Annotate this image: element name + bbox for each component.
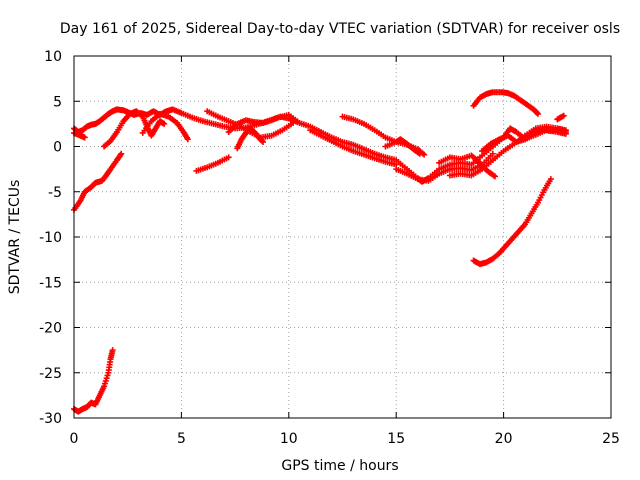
series-track-s [479,126,569,155]
x-tick-label: 20 [495,431,513,447]
series-track-h [204,108,297,141]
data-point [534,110,541,117]
x-axis-title: GPS time / hours [281,458,398,474]
x-tick-label: 10 [280,431,298,447]
x-axis: 0 5 10 15 20 25 [70,56,620,447]
y-tick-label: -25 [39,366,62,382]
data-point [260,138,267,145]
y-tick-label: -30 [39,411,62,427]
y-tick-label: -20 [39,321,62,337]
series-track-t [554,112,567,123]
x-tick-label: 15 [387,431,405,447]
series-track-o [436,152,499,180]
y-tick-label: 0 [53,140,62,156]
data-point [81,134,88,141]
series-track-k [307,127,400,168]
series-track-i [225,113,301,136]
x-tick-label: 0 [70,431,79,447]
series-track-b [71,347,116,415]
y-tick-label: -10 [39,230,62,246]
series-track-a [71,150,125,213]
data-point [421,151,428,158]
series-track-j [234,126,267,152]
data-point [547,176,554,183]
data-point [184,136,191,143]
series-track-g [193,154,232,174]
data-point [489,150,496,157]
data-point [294,119,301,126]
data-point [118,150,125,157]
y-tick-label: -5 [48,185,62,201]
data-point [534,110,541,117]
data-point [492,173,499,180]
x-tick-label: 5 [177,431,186,447]
series-track-q [470,89,541,117]
y-axis: -30 -25 -20 -15 -10 -5 0 5 10 [39,49,611,427]
data-points [71,89,569,415]
y-tick-label: 5 [53,94,62,110]
series-track-m [382,136,423,157]
y-tick-label: -15 [39,275,62,291]
data-point [560,112,567,119]
data-point [225,154,232,161]
data-point [259,138,266,145]
series-track-r [470,176,554,268]
series-track-f [139,110,191,143]
chart-title: Day 161 of 2025, Sidereal Day-to-day VTE… [60,21,620,37]
series-track-p [446,123,569,179]
data-point [562,129,569,136]
data-point [161,120,168,127]
y-axis-title: SDTVAR / TECUs [7,180,23,295]
data-point [109,347,116,354]
y-tick-label: 10 [44,49,62,65]
data-point [416,150,423,157]
x-tick-label: 25 [602,431,620,447]
